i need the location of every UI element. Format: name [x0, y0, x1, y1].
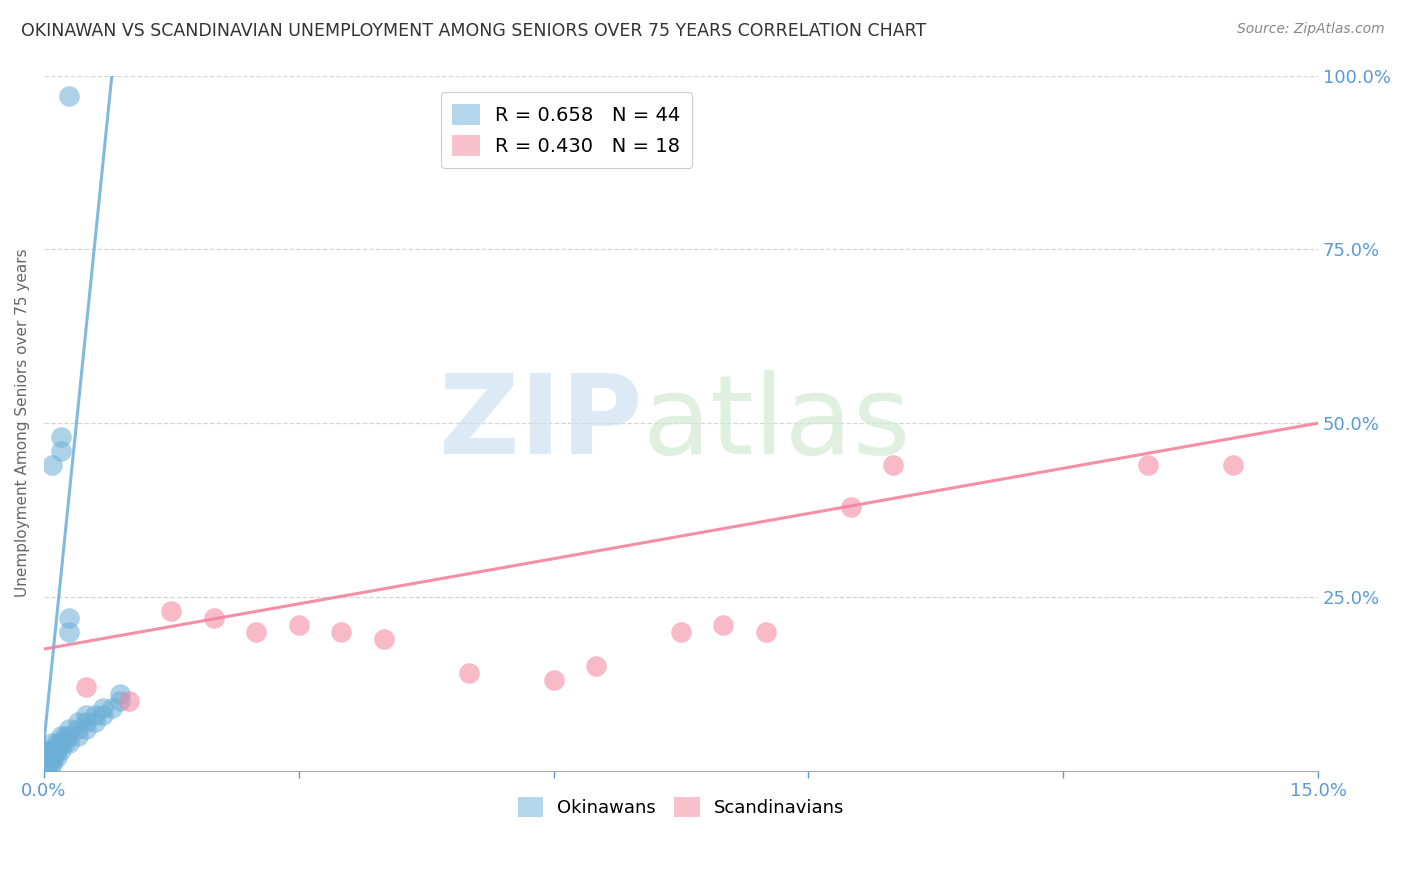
Point: [49, 743, 72, 757]
Point: [45, 736, 67, 750]
Point: [101, 701, 124, 715]
Point: [39, 749, 62, 764]
Point: [45, 743, 67, 757]
Point: [330, 624, 353, 639]
Point: [110, 694, 132, 708]
Point: [58, 624, 80, 639]
Point: [39, 743, 62, 757]
Text: atlas: atlas: [643, 369, 911, 476]
Point: [42, 749, 65, 764]
Point: [882, 458, 904, 472]
Point: [83, 708, 105, 723]
Point: [41, 458, 63, 472]
Point: [66, 729, 89, 743]
Point: [118, 694, 141, 708]
Text: OKINAWAN VS SCANDINAVIAN UNEMPLOYMENT AMONG SENIORS OVER 75 YEARS CORRELATION CH: OKINAWAN VS SCANDINAVIAN UNEMPLOYMENT AM…: [21, 22, 927, 40]
Point: [713, 617, 735, 632]
Point: [37, 749, 59, 764]
Point: [245, 624, 267, 639]
Point: [93, 701, 115, 715]
Point: [49, 430, 72, 444]
Point: [110, 687, 132, 701]
Point: [49, 736, 72, 750]
Point: [669, 624, 692, 639]
Point: [53, 729, 76, 743]
Point: [49, 444, 72, 458]
Point: [839, 500, 862, 514]
Point: [1137, 458, 1160, 472]
Point: [41, 749, 63, 764]
Point: [75, 680, 97, 694]
Point: [1222, 458, 1244, 472]
Point: [41, 736, 63, 750]
Point: [202, 611, 225, 625]
Point: [543, 673, 565, 688]
Point: [58, 736, 80, 750]
Point: [58, 89, 80, 103]
Point: [373, 632, 395, 646]
Point: [37, 756, 59, 771]
Point: [66, 714, 89, 729]
Point: [83, 714, 105, 729]
Point: [75, 722, 97, 736]
Text: ZIP: ZIP: [440, 369, 643, 476]
Point: [585, 659, 607, 673]
Point: [93, 708, 115, 723]
Point: [457, 666, 479, 681]
Point: [42, 743, 65, 757]
Point: [39, 756, 62, 771]
Point: [58, 722, 80, 736]
Point: [37, 756, 59, 771]
Point: [66, 722, 89, 736]
Point: [41, 743, 63, 757]
Point: [37, 749, 59, 764]
Point: [160, 604, 183, 618]
Point: [755, 624, 778, 639]
Point: [45, 749, 67, 764]
Point: [53, 736, 76, 750]
Point: [75, 714, 97, 729]
Point: [75, 708, 97, 723]
Point: [287, 617, 309, 632]
Point: [58, 729, 80, 743]
Legend: Okinawans, Scandinavians: Okinawans, Scandinavians: [510, 790, 852, 824]
Y-axis label: Unemployment Among Seniors over 75 years: Unemployment Among Seniors over 75 years: [15, 249, 30, 598]
Point: [37, 743, 59, 757]
Point: [49, 729, 72, 743]
Point: [58, 611, 80, 625]
Point: [41, 756, 63, 771]
Text: Source: ZipAtlas.com: Source: ZipAtlas.com: [1237, 22, 1385, 37]
